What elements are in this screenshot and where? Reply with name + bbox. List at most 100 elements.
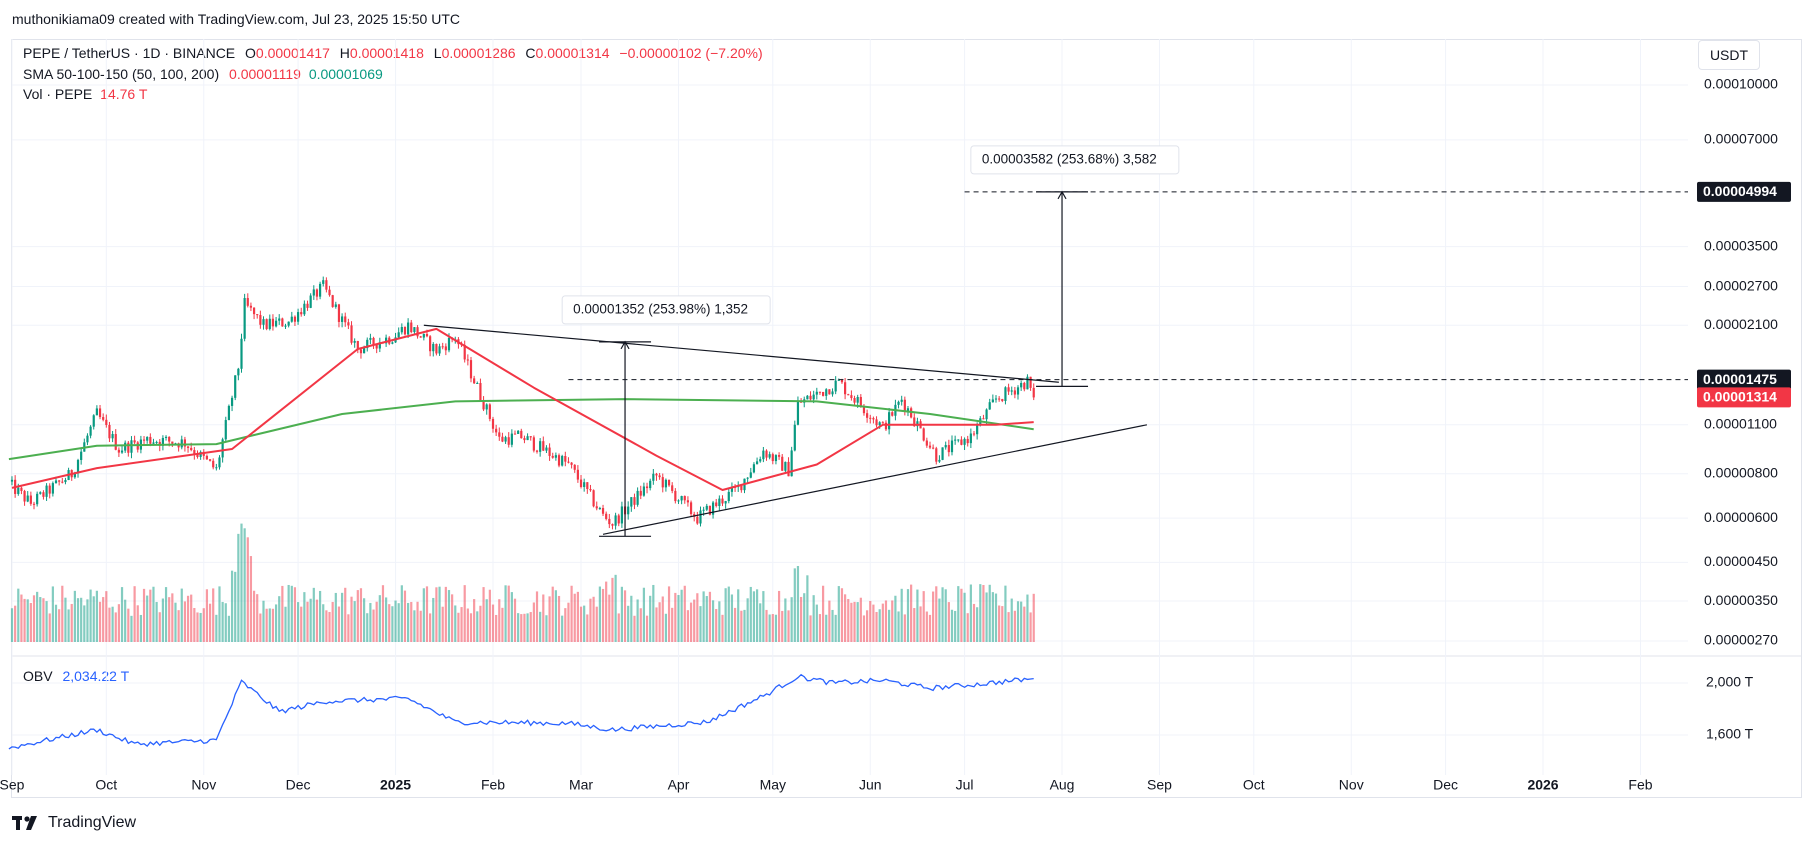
price-axis-label: 0.00002700: [1704, 277, 1778, 293]
volume-bar: [579, 606, 583, 642]
volume-bar: [344, 587, 347, 642]
candle-body: [683, 496, 686, 501]
candle-body: [190, 447, 193, 451]
volume-bar: [268, 608, 271, 642]
candle-body: [407, 322, 410, 335]
candle-body: [1020, 382, 1023, 388]
candle-body: [504, 437, 507, 442]
candle-body: [570, 462, 573, 465]
volume-bar: [938, 598, 941, 642]
volume-bar: [900, 588, 903, 642]
volume-bar: [1032, 593, 1035, 642]
candle-body: [293, 316, 297, 322]
volume-bar: [303, 592, 306, 642]
candle-body: [117, 449, 120, 453]
volume-bar: [64, 597, 67, 642]
volume-bar: [51, 586, 54, 642]
candle-body: [554, 455, 557, 458]
volume-bar: [284, 606, 287, 642]
ascending-support-trendline[interactable]: [602, 424, 1148, 535]
candle-body: [287, 321, 290, 326]
close-label: C: [525, 45, 536, 61]
volume-bar: [903, 614, 906, 642]
volume-bar: [249, 556, 253, 642]
volume-bar: [699, 606, 702, 642]
price-axis-label: 0.00000270: [1704, 632, 1778, 648]
volume-bar: [403, 590, 407, 642]
candle-body: [529, 436, 532, 438]
volume-bar: [117, 604, 120, 642]
candle-body: [667, 479, 671, 486]
volume-bar: [655, 607, 658, 642]
time-axis-label: Jul: [956, 777, 974, 793]
volume-bar: [715, 609, 718, 642]
volume-bar: [960, 588, 963, 642]
candle-body: [545, 447, 548, 451]
volume-bar: [61, 585, 64, 642]
candle-body: [205, 455, 209, 460]
candle-body: [853, 398, 856, 403]
volume-bar: [158, 612, 161, 642]
descending-resistance-trendline[interactable]: [423, 324, 1059, 383]
volume-bar: [796, 565, 800, 642]
tradingview-logo-icon: [12, 816, 37, 830]
volume-bar: [507, 585, 510, 642]
sma-legend[interactable]: SMA 50-100-150 (50, 100, 200) 0.00001119…: [23, 66, 383, 82]
candle-body: [998, 398, 1001, 400]
volume-bar: [413, 610, 416, 642]
obv-legend[interactable]: OBV 2,034.22 T: [23, 668, 129, 684]
currency-selector[interactable]: USDT: [1698, 40, 1760, 70]
candle-body: [284, 325, 287, 327]
volume-bar: [130, 615, 133, 642]
candle-body: [164, 436, 168, 438]
candle-body: [774, 455, 778, 462]
candle-body: [796, 401, 800, 425]
volume-bar: [963, 592, 966, 642]
volume-bar: [875, 611, 878, 642]
candle-body: [51, 483, 54, 494]
candle-body: [180, 439, 183, 448]
volume-bar: [482, 587, 485, 642]
candle-body: [274, 320, 278, 327]
candle-body: [535, 450, 539, 452]
candle-body: [259, 315, 262, 325]
candle-body: [844, 382, 847, 395]
volume-bar: [881, 603, 884, 642]
volume-bar: [567, 602, 570, 642]
volume-bar: [755, 589, 759, 642]
volume-bar: [777, 590, 781, 642]
measure-arrow-icon: [1057, 190, 1067, 200]
volume-bar: [671, 607, 674, 642]
volume-bar: [1029, 612, 1032, 642]
volume-bar: [479, 605, 482, 642]
tradingview-branding[interactable]: TradingView: [12, 814, 136, 832]
volume-bar: [457, 612, 460, 642]
candle-body: [328, 289, 331, 296]
candle-body: [42, 492, 45, 497]
candle-body: [573, 464, 576, 470]
candle-body: [740, 485, 743, 491]
candle-body: [991, 399, 994, 403]
volume-bar: [89, 589, 92, 642]
candle-body: [366, 339, 369, 349]
symbol-label[interactable]: PEPE / TetherUS · 1D · BINANCE: [23, 45, 236, 61]
volume-bar: [611, 577, 614, 642]
candle-body: [45, 485, 48, 497]
candle-body: [837, 379, 840, 381]
candle-body: [922, 428, 925, 441]
volume-bar: [988, 584, 991, 642]
candle-body: [881, 422, 884, 424]
candle-body: [105, 419, 108, 425]
volume-bar: [696, 593, 699, 642]
volume-bar: [400, 585, 403, 642]
candle-body: [208, 459, 212, 461]
candle-body: [689, 502, 693, 515]
volume-legend[interactable]: Vol · PEPE 14.76 T: [23, 86, 147, 102]
candle-body: [793, 424, 796, 451]
volume-bar: [347, 614, 350, 642]
volume-bar: [774, 614, 778, 642]
volume-bar: [787, 610, 790, 642]
candle-body: [413, 327, 416, 333]
candle-body: [1007, 387, 1010, 392]
